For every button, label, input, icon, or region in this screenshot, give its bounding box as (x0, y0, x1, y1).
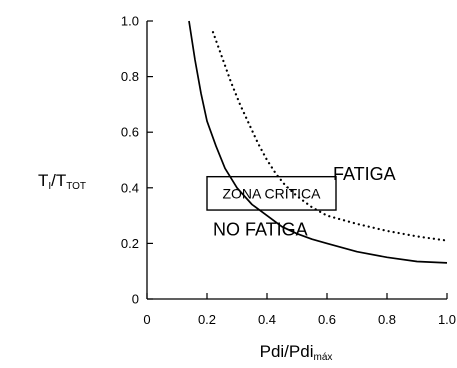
dotted-curve (211, 30, 449, 242)
zona-critica-box (206, 175, 337, 211)
x-axis-label-main: Pdi/Pdi (260, 342, 314, 361)
x-tick-label: 0.6 (318, 312, 336, 327)
y-tick-label: 0.4 (121, 180, 139, 195)
chart-ticks: 0 0.2 0.4 0.6 0.8 1.0 0 0.2 0.4 0.6 0.8 1.0 (121, 14, 456, 328)
y-axis-label-sub2: TOT (66, 181, 86, 192)
y-axis-label: TI/TTOT (38, 171, 86, 192)
y-tick-label: 1.0 (121, 14, 139, 29)
y-tick-label: 0 (132, 292, 139, 307)
x-tick-label: 0.4 (258, 312, 276, 327)
x-tick-label: 1.0 (438, 312, 456, 327)
chart-axes (146, 21, 447, 300)
zona-critica-label: ZONA CRÍTICA (222, 185, 321, 201)
y-axis-label-sub1: I (48, 181, 51, 192)
y-axis-label-main: T (38, 171, 48, 190)
x-axis-label-sub: máx (313, 352, 332, 363)
x-tick-label: 0.2 (198, 312, 216, 327)
y-tick-label: 0.6 (121, 125, 139, 140)
chart-series (188, 20, 449, 264)
x-axis-label: Pdi/Pdimáx (260, 342, 333, 363)
x-tick-label: 0.8 (378, 312, 396, 327)
fatiga-label: FATIGA (333, 164, 396, 184)
no-fatiga-label: NO FATIGA (213, 220, 308, 240)
chart-annotations: ZONA CRÍTICA FATIGA NO FATIGA (206, 164, 396, 240)
x-tick-label: 0 (143, 312, 150, 327)
y-tick-label: 0.2 (121, 236, 139, 251)
solid-curve (188, 20, 448, 264)
y-axis-label-mid: /T (51, 171, 66, 190)
y-tick-label: 0.8 (121, 69, 139, 84)
